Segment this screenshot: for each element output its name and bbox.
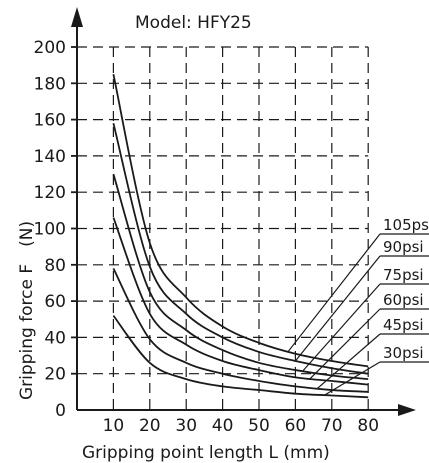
x-tick-label-10: 10 [103, 416, 125, 436]
y-tick-label-160: 160 [34, 111, 66, 131]
y-tick-label-20: 20 [44, 365, 66, 385]
series-leader-90psi [294, 255, 381, 362]
series-leader-30psi [324, 361, 381, 396]
x-tick-label-60: 60 [285, 416, 307, 436]
series-leader-75psi [302, 283, 381, 372]
y-tick-label-40: 40 [44, 328, 66, 348]
y-tick-label-140: 140 [34, 147, 66, 167]
series-group [112, 74, 369, 399]
series-label-60psi: 60psi [383, 291, 424, 309]
x-tick-label-70: 70 [321, 416, 343, 436]
grid [77, 46, 369, 410]
x-axis-arrow [398, 404, 416, 416]
leader-lines [287, 233, 429, 396]
y-tick-label-60: 60 [44, 292, 66, 312]
x-axis-title: Gripping point length L (mm) [82, 443, 330, 463]
series-line-30psi [112, 315, 369, 399]
y-tick-label-80: 80 [44, 256, 66, 276]
x-tick-label-30: 30 [175, 416, 197, 436]
x-tick-label-20: 20 [139, 416, 161, 436]
chart-title: Model: HFY25 [135, 13, 252, 33]
series-line-75psi [112, 173, 369, 381]
y-axis-title: Gripping force F (N) [17, 221, 37, 400]
series-label-30psi: 30psi [383, 344, 424, 362]
series-line-105psi [112, 74, 369, 368]
y-axis-arrow [71, 7, 83, 27]
series-label-75psi: 75psi [383, 266, 424, 284]
x-tick-label-40: 40 [212, 416, 234, 436]
series-leader-60psi [309, 308, 381, 380]
x-tick-label-50: 50 [248, 416, 270, 436]
y-tick-label-200: 200 [34, 38, 66, 58]
series-leader-105psi [287, 233, 381, 352]
series-label-105psi: 105psi [383, 216, 429, 234]
y-tick-label-100: 100 [34, 220, 66, 240]
y-tick-label-0: 0 [55, 401, 66, 421]
y-tick-label-180: 180 [34, 74, 66, 94]
x-tick-label-80: 80 [357, 416, 379, 436]
series-leader-45psi [316, 333, 381, 390]
series-label-90psi: 90psi [383, 238, 424, 256]
series-line-90psi [112, 123, 369, 375]
series-line-45psi [112, 268, 369, 393]
series-label-45psi: 45psi [383, 316, 424, 334]
labels: 0 20 40 60 80 100 120 140 160 180 200 10 20 30 40 50 60 7… [34, 38, 429, 436]
y-tick-label-120: 120 [34, 183, 66, 203]
axes [71, 7, 416, 416]
